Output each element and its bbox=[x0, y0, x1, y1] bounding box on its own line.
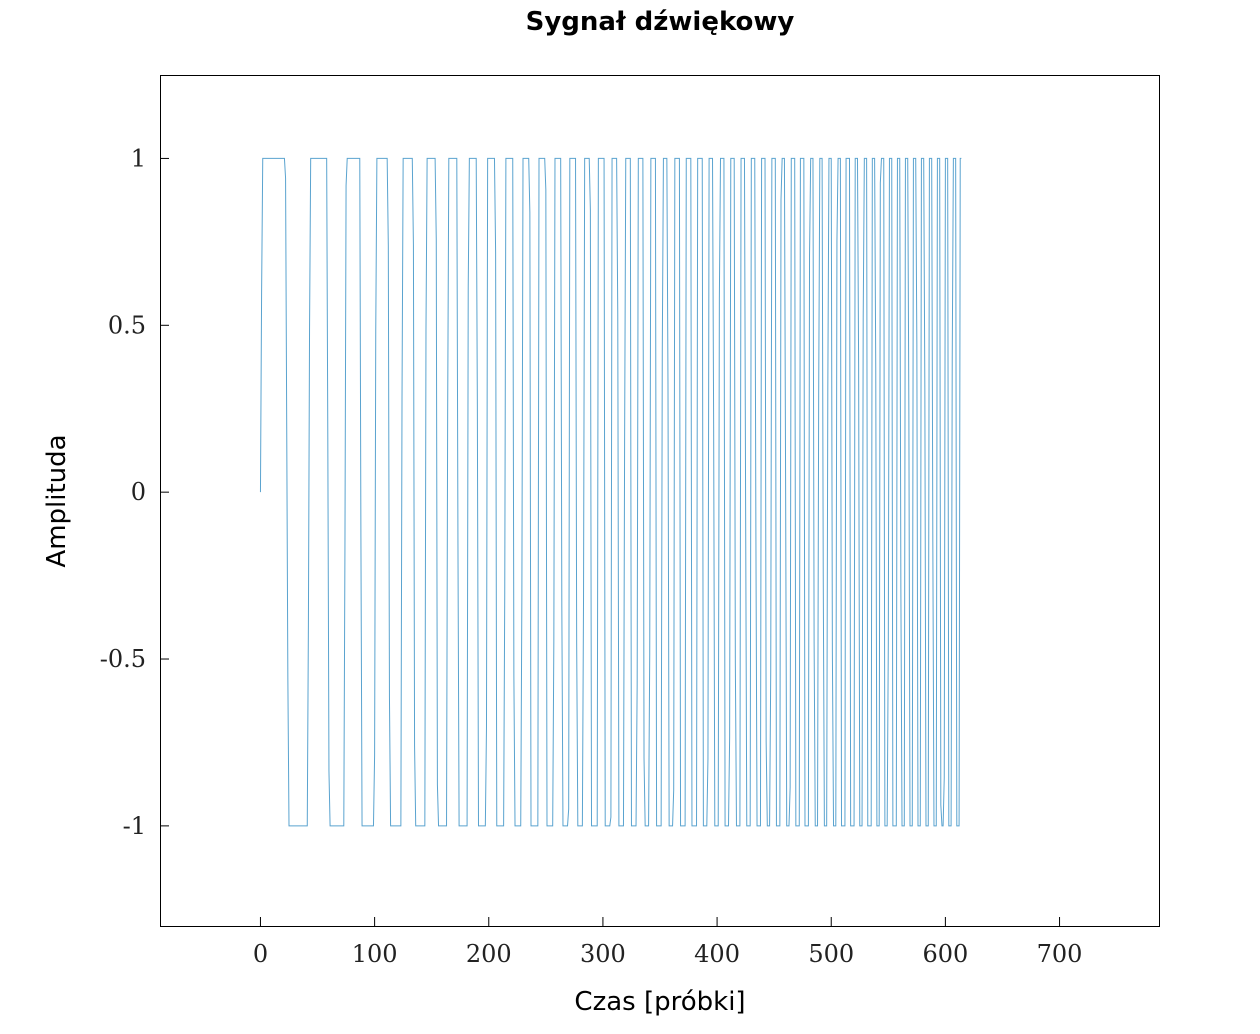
x-tick-label: 700 bbox=[1037, 940, 1083, 968]
x-tick-label: 600 bbox=[922, 940, 968, 968]
x-tick-label: 300 bbox=[580, 940, 626, 968]
x-axis-label: Czas [próbki] bbox=[574, 987, 745, 1017]
x-tick-label: 100 bbox=[352, 940, 398, 968]
y-tick-label: 1 bbox=[131, 144, 146, 172]
signal-line bbox=[259, 157, 962, 827]
x-tick-label: 0 bbox=[253, 940, 268, 968]
plot-frame bbox=[160, 75, 1160, 927]
y-tick-label: 0 bbox=[131, 478, 146, 506]
x-tick-label: 500 bbox=[808, 940, 854, 968]
x-tick-label: 200 bbox=[466, 940, 512, 968]
y-tick-label: 0.5 bbox=[108, 311, 146, 339]
y-axis: 1 0.5 0 -0.5 -1 bbox=[100, 144, 169, 840]
y-axis-label: Amplituda bbox=[42, 434, 72, 567]
y-tick-label: -1 bbox=[123, 812, 146, 840]
x-axis: 0 100 200 300 400 500 600 700 bbox=[253, 917, 1083, 968]
y-tick-label: -0.5 bbox=[100, 645, 146, 673]
chart-title: Sygnał dźwiękowy bbox=[526, 7, 795, 37]
x-tick-label: 400 bbox=[694, 940, 740, 968]
